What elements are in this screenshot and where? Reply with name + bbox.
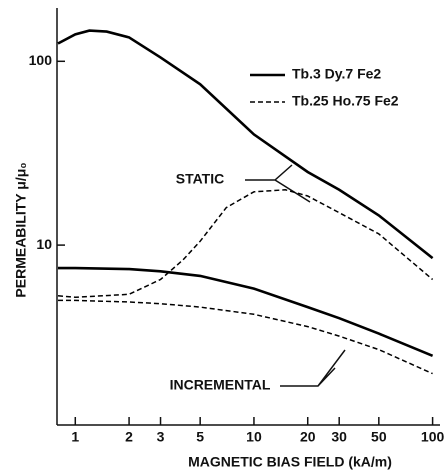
- x-tick-label: 10: [246, 429, 262, 445]
- y-tick-label: 100: [29, 52, 53, 68]
- data-line: [57, 29, 434, 260]
- leader-line: [245, 164, 311, 203]
- x-tick-label: 3: [157, 429, 165, 445]
- x-tick-label: 2: [125, 429, 133, 445]
- x-tick-label: 5: [196, 429, 204, 445]
- x-tick-label: 20: [300, 429, 316, 445]
- data-line: [58, 266, 434, 358]
- y-tick-label: 10: [36, 236, 52, 252]
- data-line: [58, 299, 433, 375]
- legend-label: Tb.25 Ho.75 Fe2: [292, 93, 399, 109]
- legend-label: Tb.3 Dy.7 Fe2: [292, 66, 381, 82]
- leader-line: [280, 349, 346, 387]
- x-tick-label: 1: [71, 429, 79, 445]
- x-tick-label: 100: [421, 429, 445, 445]
- annotation: INCREMENTAL: [170, 377, 271, 393]
- y-axis-label: PERMEABILITY μ/μ₀: [13, 162, 29, 297]
- data-line: [57, 189, 434, 299]
- annotation: STATIC: [176, 171, 224, 187]
- x-tick-label: 50: [371, 429, 387, 445]
- x-tick-label: 30: [331, 429, 347, 445]
- x-axis-label: MAGNETIC BIAS FIELD (kA/m): [188, 454, 392, 470]
